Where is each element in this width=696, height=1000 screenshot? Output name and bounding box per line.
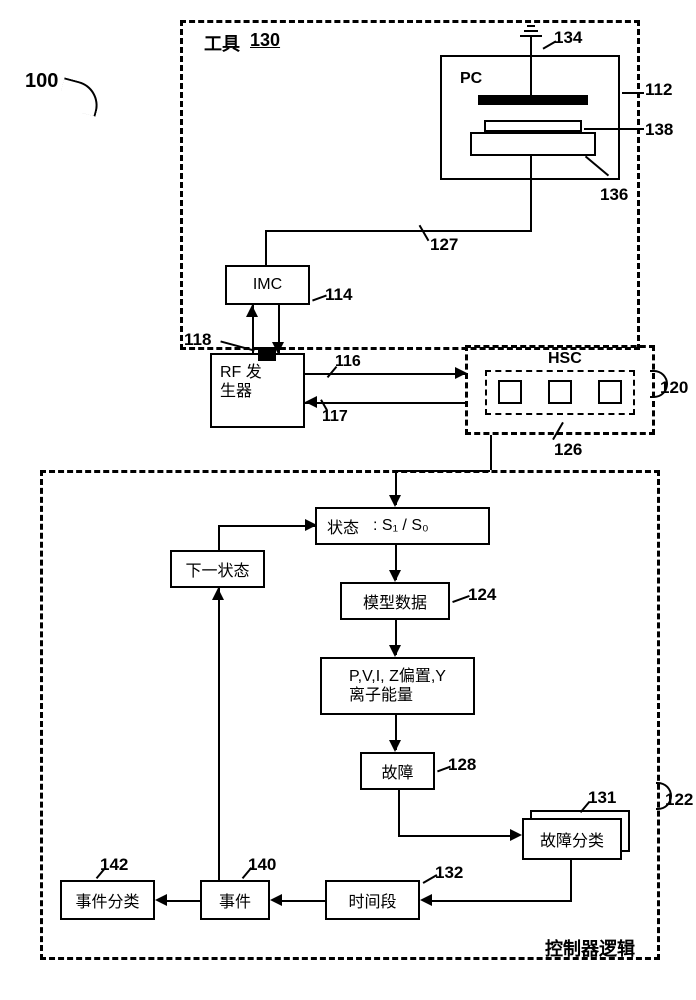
arrow-117 — [305, 396, 317, 408]
line-fc-down — [570, 860, 572, 900]
state-value: : S₁ / S₀ — [373, 517, 429, 535]
arrow-to-time — [420, 894, 432, 906]
ref-100: 100 — [25, 70, 58, 93]
time-period-text: 时间段 — [348, 888, 396, 912]
rf-generator-box: RF 发 生器 — [210, 353, 305, 428]
arrow-event-nextstate — [212, 588, 224, 600]
ref-134: 134 — [554, 28, 582, 48]
arrow-time-event — [270, 894, 282, 906]
line-ns-h2 — [218, 525, 268, 527]
hsc-sq3 — [598, 380, 622, 404]
imc-box: IMC — [225, 265, 310, 305]
ref-142: 142 — [100, 855, 128, 875]
electrode-134 — [478, 95, 588, 105]
ref-140: 140 — [248, 855, 276, 875]
line-fault-down — [398, 790, 400, 835]
hsc-label: HSC — [548, 350, 582, 368]
leader-116 — [327, 366, 338, 378]
ref-136: 136 — [600, 185, 628, 205]
arrow-state-model — [389, 570, 401, 582]
ref-130: 130 — [250, 30, 280, 51]
line-to-imc — [265, 230, 267, 265]
line-chamber-down — [530, 180, 532, 230]
line-chamber-h — [265, 230, 532, 232]
tool-label: 工具 — [204, 30, 240, 56]
event-text: 事件 — [219, 888, 251, 912]
leader-112 — [622, 92, 644, 94]
ref-114: 114 — [325, 285, 352, 305]
event-box: 事件 — [200, 880, 270, 920]
line-fault-h — [398, 835, 518, 837]
ref-128: 128 — [448, 755, 476, 775]
ref-118: 118 — [184, 330, 211, 350]
arrow-model-params — [389, 645, 401, 657]
ref-116: 116 — [335, 353, 361, 371]
leader-138 — [584, 128, 644, 130]
ref-138: 138 — [645, 120, 673, 140]
params-text: P,V,I, Z偏置,Y 离子能量 — [349, 667, 446, 705]
chuck-stem — [530, 156, 532, 180]
ref-112: 112 — [645, 80, 672, 100]
state-box: 状态 : S₁ / S₀ — [315, 507, 490, 545]
event-class-box: 事件分类 — [60, 880, 155, 920]
line-hsc-h — [395, 470, 490, 472]
diagram-canvas: 100 工具 130 PC 134 112 138 136 127 IMC 11… — [0, 0, 696, 1000]
event-class-text: 事件分类 — [75, 888, 139, 912]
controller-logic-label: 控制器逻辑 — [545, 935, 635, 961]
fault-class-text: 故障分类 — [540, 827, 604, 851]
line-fc-h — [430, 900, 572, 902]
line-event-nextstate — [218, 588, 220, 880]
arrow-ns-state — [305, 519, 317, 531]
hsc-sq2 — [548, 380, 572, 404]
arrow-fault-class — [510, 829, 522, 841]
ref-127: 127 — [430, 235, 458, 255]
fault-class-box: 故障分类 — [522, 818, 622, 860]
params-box: P,V,I, Z偏置,Y 离子能量 — [320, 657, 475, 715]
electrode-stem — [530, 55, 532, 95]
arrow-event-class — [155, 894, 167, 906]
arrow-to-state — [389, 495, 401, 507]
time-period-box: 时间段 — [325, 880, 420, 920]
leader-100 — [57, 77, 103, 116]
line-ns-v-pre — [218, 525, 220, 550]
fault-box: 故障 — [360, 752, 435, 790]
ground-stem — [530, 35, 532, 55]
chuck-136 — [470, 132, 596, 156]
state-label: 状态 — [327, 514, 359, 538]
line-hsc-d1 — [490, 435, 492, 470]
ground-3 — [527, 25, 535, 27]
pc-label: PC — [460, 70, 482, 88]
next-state-text: 下一状态 — [185, 557, 249, 581]
fault-text: 故障 — [381, 759, 413, 783]
model-data-box: 模型数据 — [340, 582, 450, 620]
line-event-class — [165, 900, 200, 902]
ground-1 — [520, 35, 542, 37]
line-117 — [305, 402, 465, 404]
arrow-params-fault — [389, 740, 401, 752]
model-data-text: 模型数据 — [363, 589, 427, 613]
ref-124: 124 — [468, 585, 496, 605]
wafer-138 — [484, 120, 582, 132]
arrow-imc-up — [246, 305, 258, 317]
sensor-118 — [258, 347, 276, 361]
next-state-box: 下一状态 — [170, 550, 265, 588]
ref-131: 131 — [588, 788, 616, 808]
imc-text: IMC — [253, 276, 282, 294]
ref-132: 132 — [435, 863, 463, 883]
ground-2 — [524, 30, 538, 32]
ref-126: 126 — [554, 440, 582, 460]
rf-text: RF 发 生器 — [220, 363, 262, 401]
line-time-event — [280, 900, 325, 902]
hsc-sq1 — [498, 380, 522, 404]
